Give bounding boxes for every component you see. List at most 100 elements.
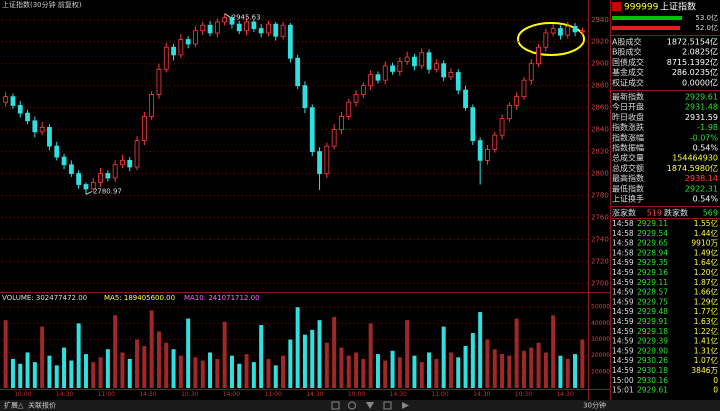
turnover-value: 8715.1392亿: [667, 57, 718, 67]
volume-bar: [397, 357, 402, 388]
index-label: 昨日收盘: [612, 112, 644, 122]
candle-body: [419, 52, 425, 67]
footer-tab[interactable]: 关联报价: [28, 401, 56, 410]
index-label: 指数涨幅: [612, 132, 644, 142]
chart-title: 上证指数(30分钟 前复权): [2, 0, 82, 9]
y-tick-label: 2900: [591, 60, 609, 68]
candle-body: [572, 25, 578, 33]
index-label: 今日开盘: [612, 102, 644, 112]
y-tick-label: 30000: [591, 336, 610, 343]
tick-volume: 1.87亿: [694, 277, 719, 287]
stock-code[interactable]: 999999: [624, 3, 659, 13]
volume-bar: [105, 349, 110, 388]
status-bar: [0, 400, 720, 411]
candle-body: [266, 23, 271, 34]
candle-body: [156, 68, 162, 95]
volume-bar: [339, 347, 344, 388]
candle-body: [390, 65, 395, 72]
tick-time: 15:01: [612, 386, 634, 395]
toolbar-icons[interactable]: [331, 401, 409, 410]
volume-bar: [288, 339, 293, 388]
candle-body: [39, 127, 45, 133]
turnover-label: A股成交: [612, 37, 641, 47]
candle-body: [171, 46, 176, 56]
candle-body: [214, 21, 220, 34]
tick-time: 14:58: [612, 248, 634, 257]
volume-bar: [441, 326, 446, 388]
candle-body: [185, 39, 191, 45]
tick-price: 2929.11: [637, 219, 668, 228]
volume-bar: [171, 349, 176, 388]
volume-bar: [412, 355, 417, 388]
volume-bar: [324, 342, 329, 388]
breadth-value: 519: [647, 209, 662, 218]
volume-bar: [18, 363, 23, 388]
candle-body: [492, 134, 498, 150]
volume-bar: [178, 355, 183, 388]
candle-body: [514, 96, 520, 106]
x-tick-label: 14:30: [390, 391, 407, 398]
candle-body: [134, 140, 140, 168]
candle-body: [543, 32, 549, 48]
candle-body: [536, 46, 541, 65]
buy-value: 53.0亿: [695, 13, 718, 22]
volume-bar: [456, 357, 461, 388]
volume-bar: [47, 355, 52, 388]
tick-price: 2929.61: [637, 386, 668, 395]
y-tick-label: 2840: [591, 126, 609, 134]
tick-volume: 1.66亿: [694, 287, 719, 297]
high-pointer: [224, 13, 231, 19]
tick-volume: 1.63亿: [694, 316, 719, 326]
period-label[interactable]: 30分钟: [583, 401, 606, 410]
candle-body: [3, 96, 9, 103]
turnover-label: 基金成交: [612, 67, 644, 77]
candle-body: [76, 173, 82, 185]
tick-volume: 9910万: [691, 239, 718, 248]
sell-value: 52.0亿: [695, 23, 718, 32]
volume-bar: [543, 352, 548, 388]
volume-bar: [164, 342, 169, 388]
volume-bar: [514, 318, 519, 388]
tick-time: 14:59: [612, 288, 634, 297]
candle-body: [163, 46, 169, 70]
candle-body: [565, 25, 571, 36]
x-tick-label: 14:30: [473, 391, 490, 398]
candle-body: [68, 164, 74, 174]
footer-tab[interactable]: 扩展△: [4, 401, 24, 410]
candle-body: [120, 159, 125, 166]
candle-body: [295, 57, 301, 87]
y-tick-label: 2820: [591, 148, 609, 156]
volume-bar: [83, 354, 88, 388]
volume-bar: [200, 360, 205, 388]
candle-body: [207, 24, 213, 34]
volume-bar: [281, 355, 286, 388]
candle-body: [558, 28, 563, 36]
candle-body: [433, 63, 439, 70]
candle-body: [258, 28, 264, 34]
candle-body: [25, 112, 30, 122]
market-icon[interactable]: [612, 2, 621, 11]
volume-bar: [310, 329, 315, 388]
candle-body: [32, 120, 38, 133]
tick-time: 14:59: [612, 356, 634, 365]
tick-price: 2929.91: [637, 317, 668, 326]
x-tick-label: 10:30: [515, 391, 532, 398]
tick-volume: 1.49亿: [694, 247, 719, 257]
volume-bar: [361, 358, 366, 388]
x-tick-label: 14:30: [139, 391, 156, 398]
volume-bar: [573, 354, 578, 388]
index-value: -0.07%: [690, 133, 719, 142]
volume-bar: [156, 331, 161, 388]
turnover-label: 国债成交: [612, 57, 644, 67]
turnover-label: 权证成交: [612, 77, 644, 87]
y-tick-label: 2800: [591, 170, 609, 178]
volume-bar: [127, 358, 132, 388]
x-tick-label: 11:00: [264, 391, 281, 398]
volume-bar: [186, 318, 191, 388]
volume-bar: [25, 352, 30, 388]
volume-bar: [142, 346, 147, 388]
sell-bar: [612, 26, 680, 30]
tick-time: 14:59: [612, 346, 634, 355]
highlight-circle: [517, 22, 585, 56]
